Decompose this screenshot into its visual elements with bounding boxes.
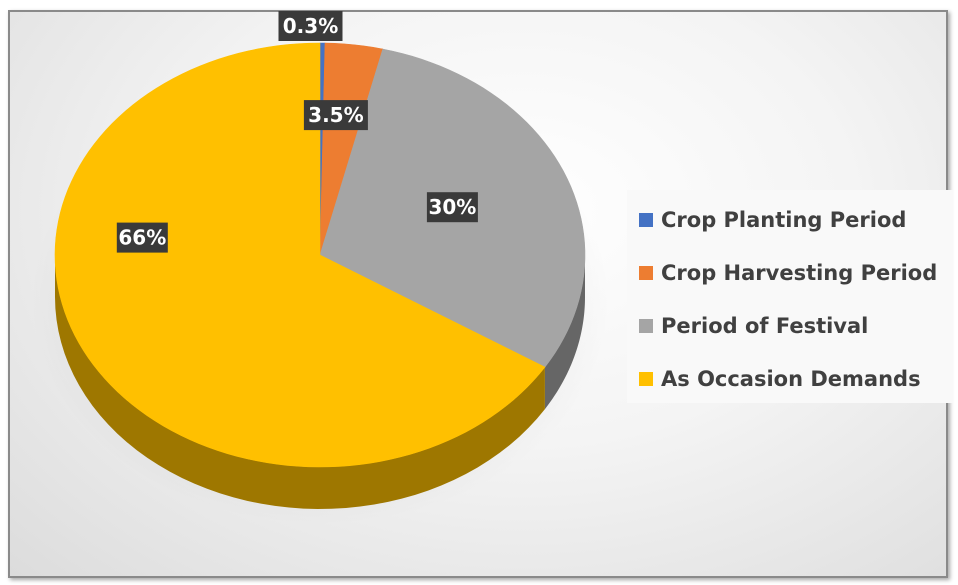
data-label-text: 30% <box>428 195 476 219</box>
data-label-period-of-festival: 30% <box>426 192 478 223</box>
data-label-crop-harvesting-period: 3.5% <box>303 100 368 131</box>
legend-item-as-occasion-demands[interactable]: As Occasion Demands <box>639 367 921 391</box>
data-label-box <box>426 192 478 223</box>
pie-slice-crop-harvesting-period[interactable] <box>319 42 384 256</box>
data-label-text: 0.3% <box>283 14 338 38</box>
legend-item-crop-harvesting[interactable]: Crop Harvesting Period <box>639 261 937 285</box>
legend-label: Crop Planting Period <box>661 208 907 232</box>
legend-swatch <box>639 372 653 386</box>
legend-item-period-of-festival[interactable]: Period of Festival <box>639 314 868 338</box>
data-label-as-occasion-demands: 66% <box>116 222 168 253</box>
pie-data-labels: 0.3% 3.5% 30% 66% <box>116 11 478 253</box>
pie-slice-side-period-of-festival <box>544 255 585 410</box>
legend-swatch <box>639 266 653 280</box>
legend-label: Crop Harvesting Period <box>661 261 938 285</box>
data-label-box <box>303 100 368 131</box>
legend-swatch <box>639 319 653 333</box>
data-label-text: 3.5% <box>308 103 363 127</box>
pie-sides <box>55 255 585 509</box>
legend-label: As Occasion Demands <box>661 367 921 391</box>
data-label-box <box>278 11 343 41</box>
pie-slice-side-as-occasion-demands <box>55 255 545 509</box>
legend-item-crop-planting[interactable]: Crop Planting Period <box>639 208 906 232</box>
pie-tops <box>54 42 586 468</box>
data-label-crop-planting-period: 0.3% <box>278 11 343 41</box>
data-label-box <box>116 222 168 253</box>
legend: Crop Planting Period Crop Harvesting Per… <box>627 190 953 403</box>
data-label-text: 66% <box>118 226 166 250</box>
pie-slice-as-occasion-demands[interactable] <box>54 42 546 468</box>
legend-label: Period of Festival <box>661 314 869 338</box>
legend-swatch <box>639 213 653 227</box>
